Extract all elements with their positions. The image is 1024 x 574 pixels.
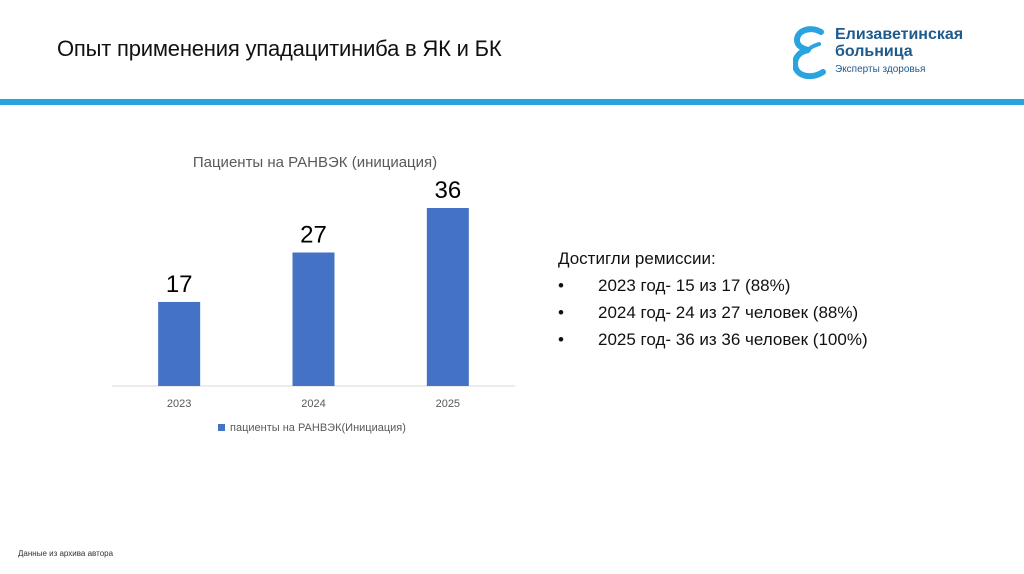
logo-tagline: Эксперты здоровья [835,64,926,75]
legend: пациенты на РАНВЭК(Инициация) [218,422,406,434]
remission-list: • 2023 год- 15 из 17 (88%) • 2024 год- 24 … [558,272,868,353]
bar-2024 [292,252,335,386]
remission-item-2023: 2023 год- 15 из 17 (88%) [598,276,791,295]
bar-2025 [426,208,469,386]
chart-title: Пациенты на РАНВЭК (инициация) [193,154,437,171]
x-tick-label-2023: 2023 [167,398,191,410]
bullet: • [558,276,564,295]
legend-swatch [218,424,225,431]
hospital-logo: Елизаветинская больница Эксперты здоровь… [793,22,993,82]
logo-line2: больница [835,43,913,60]
data-label-2024: 27 [300,222,327,249]
bar-chart: Пациенты на РАНВЭК (инициация) 17 2023 27 2… [100,140,530,450]
source-footnote: Данные из архива автора [18,549,114,558]
header-divider [0,99,1024,105]
logo-name: Елизаветинская больница [835,26,963,60]
logo-emblem-icon [793,26,826,80]
bars-group: 17 2023 27 2024 36 2025 [158,177,469,410]
list-item: • 2025 год- 36 из 36 человек (100%) [558,326,868,353]
x-tick-label-2024: 2024 [301,398,325,410]
bar-chart-svg: Пациенты на РАНВЭК (инициация) 17 2023 27 2… [112,154,515,434]
list-item: • 2023 год- 15 из 17 (88%) [558,272,868,299]
remission-block: Достигли ремиссии: • 2023 год- 15 из 17 (… [558,245,868,353]
data-label-2025: 36 [434,177,461,204]
legend-label: пациенты на РАНВЭК(Инициация) [230,422,406,434]
remission-item-2025: 2025 год- 36 из 36 человек (100%) [598,330,868,349]
logo-line1: Елизаветинская [835,26,964,43]
remission-item-2024: 2024 год- 24 из 27 человек (88%) [598,303,859,322]
remission-heading: Достигли ремиссии: [558,249,716,268]
bullet: • [558,330,564,349]
bar-2023 [158,301,201,386]
data-label-2023: 17 [166,271,193,298]
page-title: Опыт применения упадацитиниба в ЯК и БК [57,36,502,61]
list-item: • 2024 год- 24 из 27 человек (88%) [558,299,868,326]
x-tick-label-2025: 2025 [436,398,460,410]
bullet: • [558,303,564,322]
